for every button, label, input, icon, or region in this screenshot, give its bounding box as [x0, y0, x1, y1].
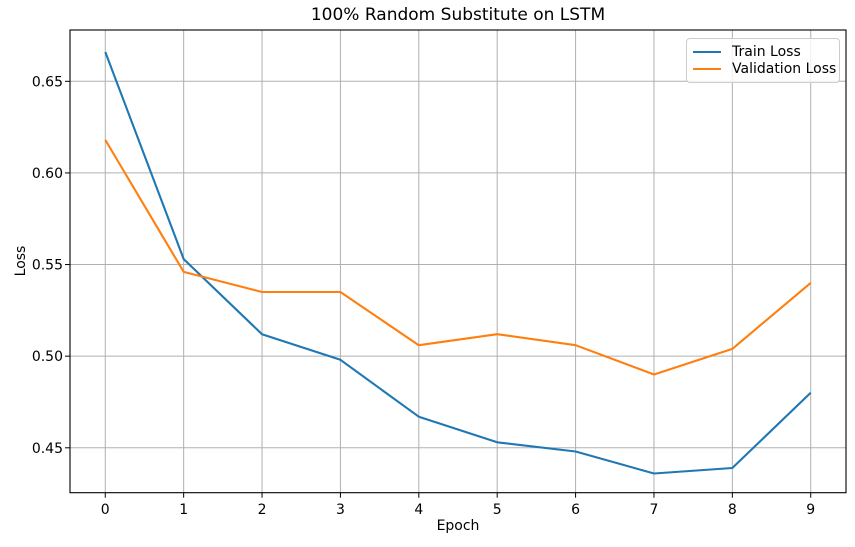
x-axis-label: Epoch — [436, 518, 480, 534]
legend-label: Train Loss — [732, 43, 801, 60]
legend-line-sample — [693, 50, 721, 53]
legend-label: Validation Loss — [732, 61, 837, 78]
x-tick-label: 2 — [258, 502, 267, 518]
y-tick-label: 0.55 — [32, 258, 63, 274]
x-tick-label: 8 — [728, 502, 737, 518]
x-tick-label: 6 — [571, 502, 580, 518]
validation-loss-line — [104, 139, 812, 376]
legend-line-sample — [693, 68, 721, 71]
y-tick-label: 0.60 — [32, 166, 63, 182]
x-tick-label: 9 — [806, 502, 815, 518]
x-tick-label: 3 — [336, 502, 345, 518]
y-tick-label: 0.45 — [32, 441, 63, 457]
legend-item-validation-loss: Validation Loss — [693, 61, 836, 77]
y-axis-label: Loss — [13, 245, 29, 277]
x-tick-label: 1 — [179, 502, 188, 518]
x-tick-label: 0 — [101, 502, 110, 518]
x-tick-label: 7 — [649, 502, 658, 518]
train-loss-line — [104, 51, 812, 475]
legend-item-train-loss: Train Loss — [693, 44, 831, 60]
plot-border — [69, 29, 847, 494]
x-tick-label: 5 — [493, 502, 502, 518]
y-tick-label: 0.65 — [32, 74, 63, 90]
legend: Train Loss Validation Loss — [686, 38, 840, 83]
chart-title: 100% Random Substitute on LSTM — [310, 5, 606, 25]
x-tick-label: 4 — [414, 502, 423, 518]
y-tick-label: 0.50 — [32, 349, 63, 365]
